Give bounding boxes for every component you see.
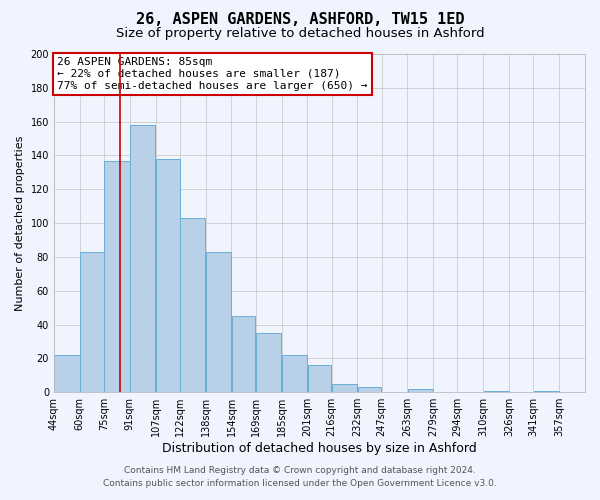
Y-axis label: Number of detached properties: Number of detached properties	[15, 136, 25, 311]
Bar	[54, 355, 80, 392]
Bar	[407, 389, 433, 392]
Bar	[282, 355, 307, 392]
Bar	[232, 316, 256, 392]
Text: 26 ASPEN GARDENS: 85sqm
← 22% of detached houses are smaller (187)
77% of semi-d: 26 ASPEN GARDENS: 85sqm ← 22% of detache…	[57, 58, 368, 90]
Text: Size of property relative to detached houses in Ashford: Size of property relative to detached ho…	[116, 28, 484, 40]
Bar	[484, 390, 509, 392]
Bar	[130, 125, 155, 392]
Bar	[308, 365, 331, 392]
X-axis label: Distribution of detached houses by size in Ashford: Distribution of detached houses by size …	[162, 442, 477, 455]
Bar	[533, 390, 559, 392]
Bar	[180, 218, 205, 392]
Bar	[156, 159, 179, 392]
Bar	[256, 333, 281, 392]
Text: 26, ASPEN GARDENS, ASHFORD, TW15 1ED: 26, ASPEN GARDENS, ASHFORD, TW15 1ED	[136, 12, 464, 28]
Bar	[206, 252, 231, 392]
Text: Contains HM Land Registry data © Crown copyright and database right 2024.
Contai: Contains HM Land Registry data © Crown c…	[103, 466, 497, 487]
Bar	[104, 160, 130, 392]
Bar	[80, 252, 104, 392]
Bar	[332, 384, 357, 392]
Bar	[358, 387, 382, 392]
